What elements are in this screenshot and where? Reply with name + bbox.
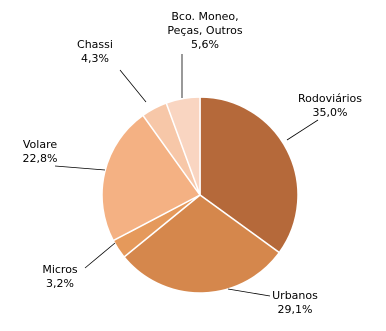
value-label: 3,2%: [46, 277, 74, 290]
leader-line: [84, 242, 116, 269]
pie-slice: [123, 194, 281, 294]
leader-line: [227, 288, 271, 297]
category-label: Chassi: [77, 38, 113, 51]
value-label: 22,8%: [22, 152, 58, 165]
category-label: Urbanos: [272, 289, 318, 302]
slice-label: Chassi 4,3%: [60, 38, 130, 66]
slice-label: Volare 22,8%: [0, 138, 80, 166]
category-label: Bco. Moneo, Peças, Outros: [167, 10, 243, 37]
pie-slice: [101, 114, 202, 242]
value-label: 35,0%: [312, 106, 348, 119]
pie-slice: [199, 96, 299, 254]
value-label: 4,3%: [81, 52, 109, 65]
leader-line: [54, 165, 106, 171]
slice-label: Urbanos 29,1%: [250, 289, 340, 317]
slice-label: Micros 3,2%: [30, 263, 90, 291]
leader-line: [119, 69, 147, 103]
category-label: Micros: [42, 263, 78, 276]
value-label: 29,1%: [277, 303, 313, 316]
pie-slice: [165, 96, 201, 196]
slice-label: Bco. Moneo, Peças, Outros 5,6%: [155, 10, 255, 52]
value-label: 5,6%: [191, 38, 219, 51]
leader-line: [286, 119, 319, 141]
slice-label: Rodoviários 35,0%: [285, 92, 375, 120]
category-label: Rodoviários: [298, 92, 362, 105]
category-label: Volare: [22, 138, 58, 151]
